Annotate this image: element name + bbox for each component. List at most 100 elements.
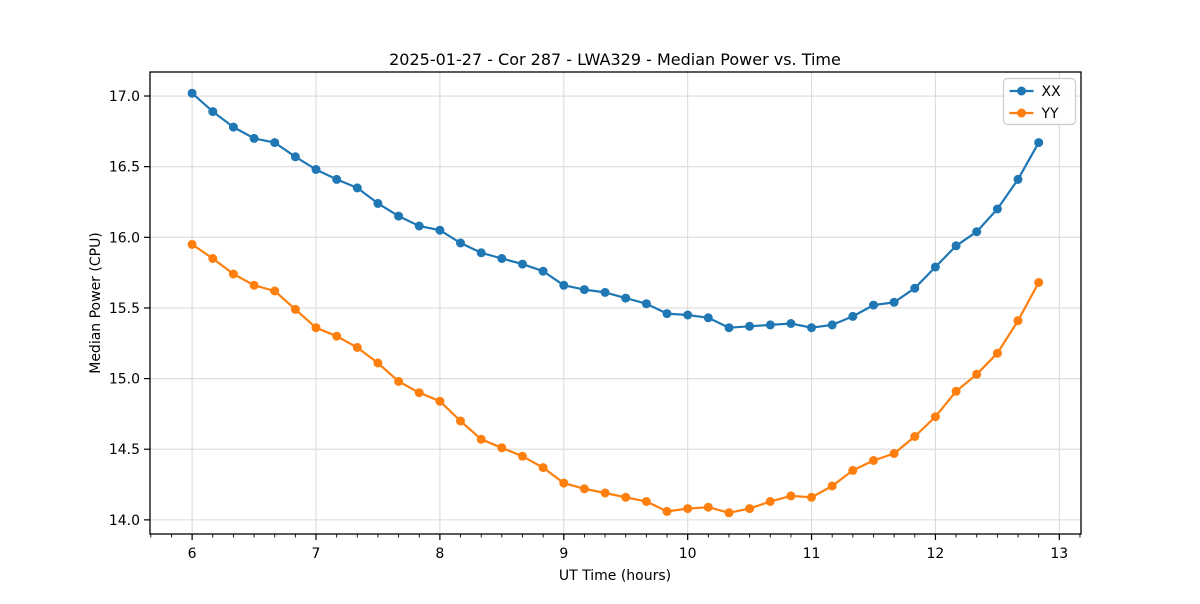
series-xx-marker	[518, 259, 527, 269]
series-yy-marker	[951, 386, 961, 396]
series-xx-marker	[703, 313, 713, 323]
series-yy-marker	[476, 434, 486, 444]
y-tick-label: 16.0	[109, 230, 140, 246]
series-xx-marker	[373, 198, 383, 208]
legend-label: XX	[1042, 84, 1062, 100]
series-xx-marker	[724, 323, 734, 333]
series-yy-marker	[972, 369, 982, 379]
series-yy-marker	[559, 478, 569, 488]
series-yy-marker	[187, 239, 197, 249]
series-yy-marker	[435, 396, 445, 406]
legend-item-yy: YY	[1009, 106, 1060, 122]
series-xx-marker	[827, 320, 837, 330]
series-yy-marker	[373, 358, 383, 368]
x-tick-label: 6	[188, 546, 197, 562]
series-xx-marker	[641, 299, 651, 309]
y-tick-label: 15.0	[109, 372, 140, 388]
series-yy-marker	[662, 506, 672, 516]
series-xx-marker	[910, 283, 920, 293]
legend: XX YY	[1002, 77, 1077, 126]
series-yy-marker	[208, 254, 218, 263]
series-xx-marker	[290, 152, 300, 162]
series-yy-marker	[807, 492, 816, 502]
series-xx-marker	[951, 241, 961, 251]
legend-item-xx: XX	[1009, 84, 1062, 100]
x-tick-label: 12	[927, 546, 945, 562]
series-xx-marker	[497, 254, 507, 263]
series-yy-marker	[352, 343, 362, 352]
series-xx-marker	[786, 319, 796, 328]
series-yy-marker	[497, 443, 507, 453]
series-xx-marker	[1034, 138, 1044, 148]
legend-marker	[1017, 108, 1026, 118]
series-xx-marker	[745, 321, 755, 331]
series-xx-marker	[352, 183, 362, 193]
series-xx-marker	[187, 88, 197, 98]
series-xx-marker	[600, 287, 610, 297]
series-xx-line	[191, 92, 1040, 329]
x-tick-label: 11	[803, 546, 821, 562]
plot-border	[149, 71, 1082, 535]
series-yy-marker	[414, 388, 424, 398]
series-xx-marker	[1013, 174, 1023, 184]
series-xx-marker	[889, 297, 899, 307]
series-xx-marker	[414, 221, 424, 231]
series-yy-marker	[394, 376, 404, 386]
series-xx-marker	[662, 309, 672, 319]
series-yy-marker	[621, 492, 631, 502]
series-xx-marker	[249, 133, 259, 143]
series-xx-marker	[559, 280, 569, 290]
series-yy-marker	[1034, 278, 1044, 287]
series-yy-marker	[518, 451, 527, 461]
series-xx-marker	[579, 285, 589, 295]
series-xx-marker	[435, 225, 445, 235]
legend-marker	[1017, 86, 1026, 96]
y-tick-label: 14.5	[109, 442, 140, 458]
series-yy-marker	[579, 484, 589, 494]
series-yy-marker	[703, 502, 713, 512]
series-yy-marker	[332, 331, 342, 341]
series-xx-marker	[683, 310, 693, 320]
series-yy-marker	[290, 304, 300, 314]
chart-title: 2025-01-27 - Cor 287 - LWA329 - Median P…	[389, 50, 841, 69]
series-xx-marker	[394, 211, 404, 221]
x-tick-label: 8	[435, 546, 444, 562]
series-xx-marker	[538, 266, 548, 276]
series-yy-marker	[311, 323, 321, 333]
series-yy-marker	[456, 416, 465, 426]
y-tick-label: 14.0	[109, 513, 140, 529]
series-yy-marker	[600, 488, 610, 498]
x-tick-label: 7	[312, 546, 321, 562]
series-yy-marker	[270, 286, 280, 296]
y-tick-label: 17.0	[109, 89, 140, 105]
x-tick-label: 10	[679, 546, 697, 562]
series-yy-marker	[765, 497, 775, 506]
x-tick-label: 13	[1050, 546, 1068, 562]
y-axis-label: Median Power (CPU)	[88, 232, 104, 374]
series-yy-marker	[848, 465, 858, 475]
series-yy-marker	[641, 497, 651, 506]
series-xx-marker	[270, 138, 280, 148]
series-xx-marker	[930, 262, 940, 272]
series-xx-marker	[456, 238, 465, 248]
axes-layer: 14.0 14.5 15.0 15.5 16.0 16.5 17.0 6 7 8 9 10 11 12 13	[109, 71, 1082, 562]
series-xx-marker	[807, 323, 816, 333]
series-xx-marker	[311, 165, 321, 174]
series-yy-marker	[745, 504, 755, 514]
series-xx-marker	[869, 300, 878, 310]
series-layer	[187, 88, 1044, 518]
x-tick-label: 9	[559, 546, 568, 562]
series-yy-marker	[228, 269, 238, 279]
x-axis-label: UT Time (hours)	[559, 568, 671, 584]
series-yy-marker	[538, 463, 548, 473]
series-yy-marker	[910, 432, 920, 441]
series-xx-marker	[476, 248, 486, 258]
series-yy-marker	[1013, 316, 1023, 326]
legend-label: YY	[1041, 106, 1060, 122]
series-yy-marker	[827, 481, 837, 491]
grid-layer	[150, 72, 1081, 534]
series-yy-marker	[992, 348, 1002, 358]
series-yy-marker	[249, 280, 259, 290]
